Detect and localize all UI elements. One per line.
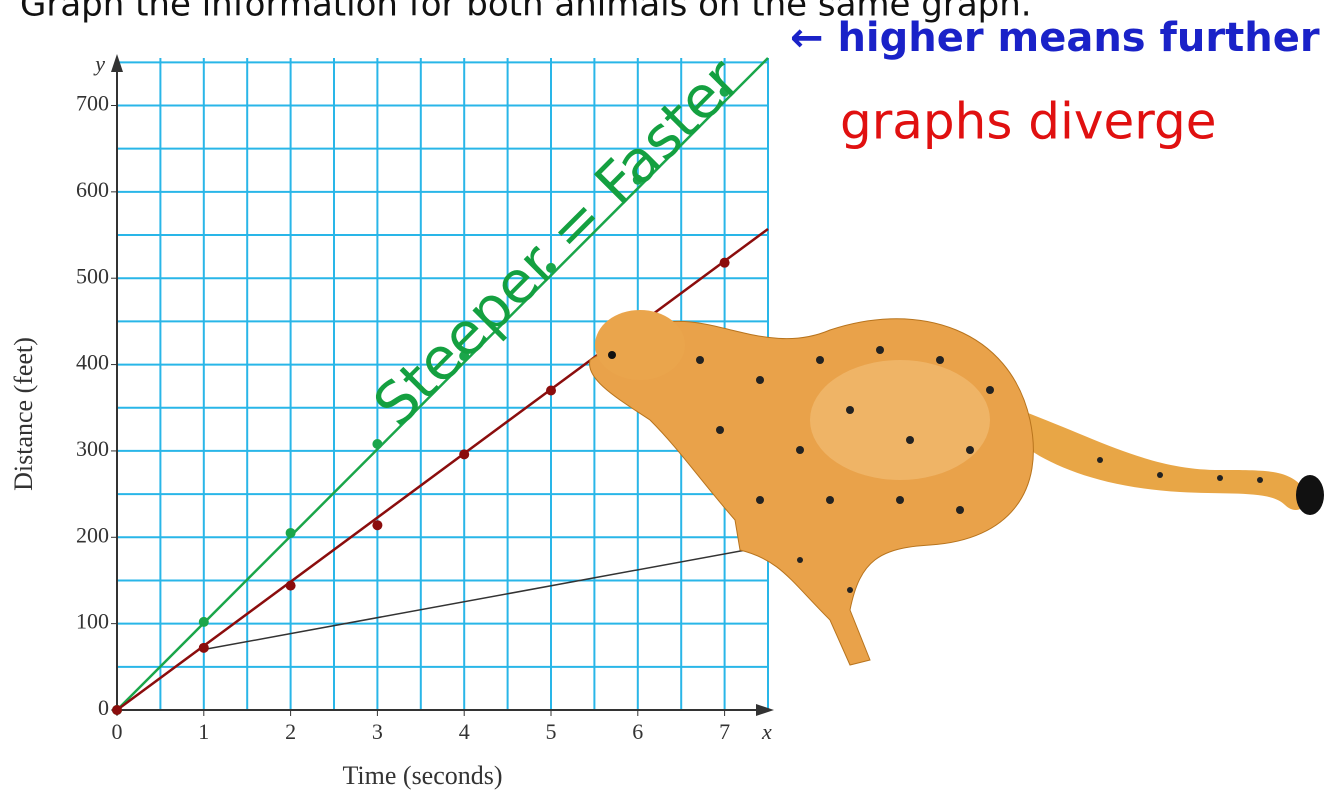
trend-line bbox=[116, 227, 769, 712]
trend-line bbox=[203, 545, 769, 651]
y-tick-label: 600 bbox=[76, 177, 109, 202]
data-point bbox=[198, 616, 209, 627]
y-tick-label: 200 bbox=[76, 522, 109, 547]
data-point bbox=[546, 385, 556, 396]
y-tick-label: 300 bbox=[76, 436, 109, 461]
data-point bbox=[632, 174, 643, 185]
data-point bbox=[719, 86, 730, 97]
y-axis-letter: y bbox=[93, 51, 105, 76]
y-tick-label: 100 bbox=[76, 609, 109, 634]
x-tick-label: 1 bbox=[198, 719, 209, 744]
x-tick-label: 5 bbox=[546, 719, 557, 744]
x-tick-label: 4 bbox=[459, 719, 470, 744]
data-point bbox=[719, 257, 730, 268]
annotation: graphs diverge bbox=[840, 93, 1216, 151]
x-axis-letter: x bbox=[761, 719, 772, 744]
data-point bbox=[285, 580, 296, 591]
y-tick-label: 700 bbox=[76, 91, 109, 116]
x-tick-label: 6 bbox=[632, 719, 643, 744]
y-tick-label: 500 bbox=[76, 263, 109, 288]
y-axis-label: Distance (feet) bbox=[9, 337, 38, 491]
x-axis-arrow bbox=[756, 704, 774, 716]
data-point bbox=[112, 705, 122, 715]
y-axis-arrow bbox=[111, 54, 123, 72]
data-point bbox=[546, 262, 556, 273]
y-tick-label: 0 bbox=[98, 695, 109, 720]
trend-line bbox=[116, 57, 769, 711]
y-tick-label: 400 bbox=[76, 350, 109, 375]
page-title: Graph the information for both animals o… bbox=[20, 0, 1032, 25]
x-tick-label: 7 bbox=[719, 719, 730, 744]
data-point bbox=[372, 520, 383, 531]
data-point bbox=[459, 350, 470, 361]
x-tick-label: 2 bbox=[285, 719, 296, 744]
x-axis-label: Time (seconds) bbox=[342, 761, 502, 790]
data-point bbox=[198, 642, 209, 653]
plot: 0 1 2 3 4 5 6 7 0 100 200 300 400 500 600 700 x y Time (se… bbox=[9, 51, 774, 790]
annotation: ← higher means further bbox=[790, 15, 1320, 61]
data-point bbox=[372, 439, 383, 450]
data-point bbox=[285, 527, 296, 538]
data-point bbox=[459, 449, 470, 460]
cheetah-illustration bbox=[589, 310, 1324, 666]
x-tick-label: 3 bbox=[372, 719, 383, 744]
x-tick-label: 0 bbox=[112, 719, 123, 744]
